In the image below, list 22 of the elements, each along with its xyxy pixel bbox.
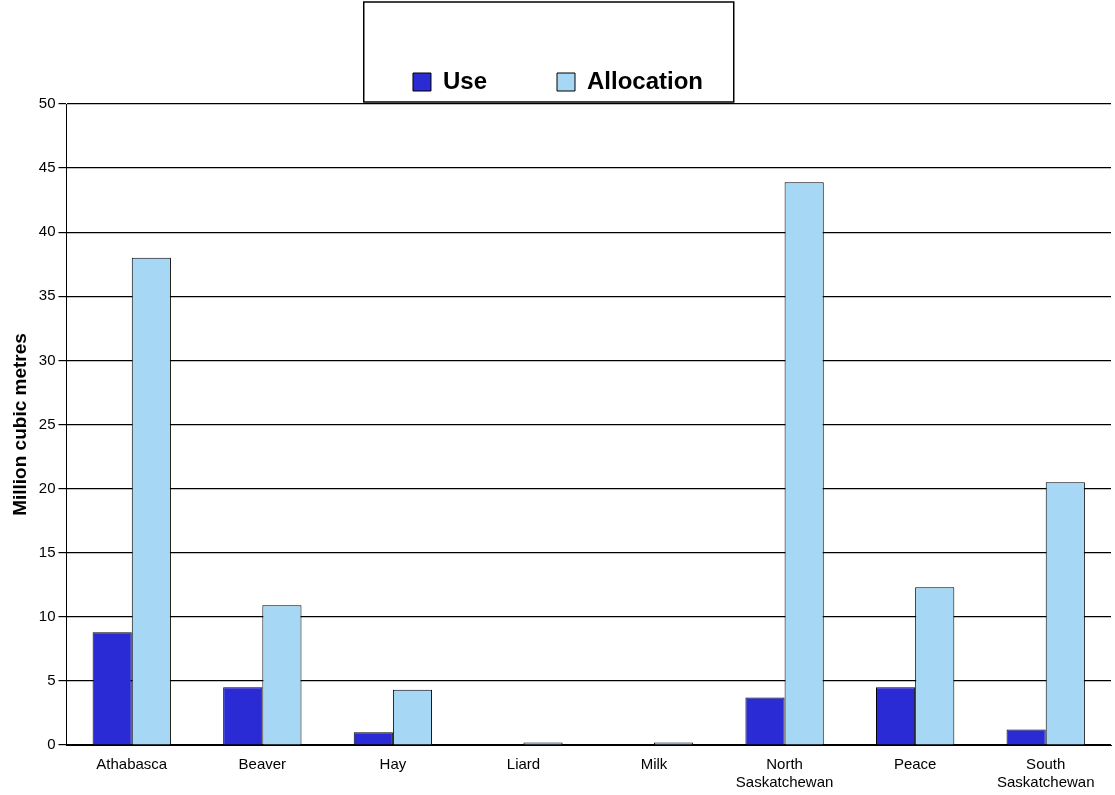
x-tick-label: Peace — [893, 755, 937, 773]
y-tick-label: 30 — [38, 350, 56, 368]
y-tick-label: 35 — [38, 286, 56, 304]
x-tick-label: Milk — [640, 755, 668, 773]
x-tick-label: Athabasca — [96, 755, 168, 773]
x-tick-label: Beaver — [238, 755, 287, 773]
y-tick-label: 5 — [47, 671, 56, 689]
y-tick-label: 10 — [38, 606, 56, 624]
y-tick-label: 25 — [38, 414, 56, 432]
y-axis-title: Million cubic metres — [8, 333, 30, 516]
y-tick-label: 15 — [38, 542, 56, 560]
y-tick-label: 20 — [38, 478, 56, 496]
x-tick-label: South Saskatchewan — [996, 755, 1095, 791]
y-tick-label: 40 — [38, 222, 56, 240]
y-tick-label: 0 — [47, 735, 56, 753]
legend-label: Use — [442, 66, 488, 94]
x-tick-label: Liard — [506, 755, 541, 773]
x-tick-label: Hay — [379, 755, 407, 773]
y-tick-label: 50 — [38, 94, 56, 112]
x-tick-label: North Saskatchewan — [735, 755, 834, 791]
legend-label: Allocation — [587, 66, 704, 94]
y-tick-label: 45 — [38, 158, 56, 176]
